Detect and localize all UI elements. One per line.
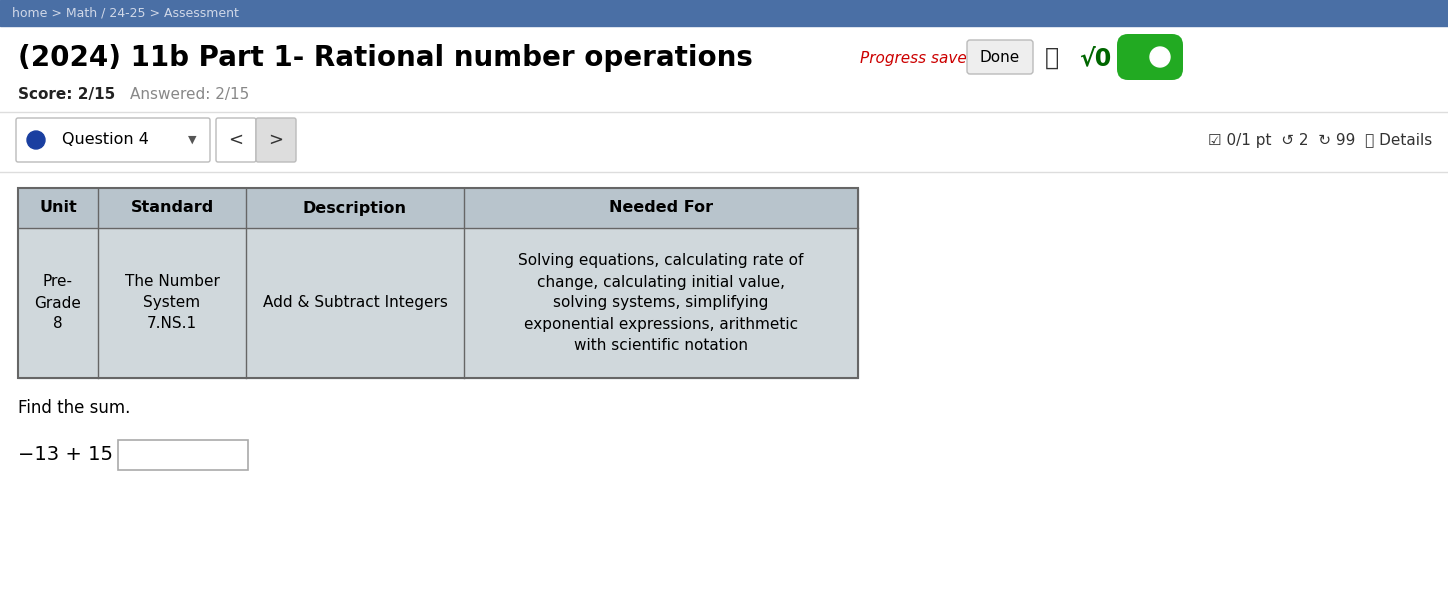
Text: √0: √0 bbox=[1079, 46, 1111, 70]
Text: Standard: Standard bbox=[130, 201, 214, 215]
Text: Score: 2/15: Score: 2/15 bbox=[17, 86, 116, 102]
Circle shape bbox=[1150, 47, 1170, 67]
Text: ☑ 0/1 pt  ↺ 2  ↻ 99  ⓘ Details: ☑ 0/1 pt ↺ 2 ↻ 99 ⓘ Details bbox=[1208, 133, 1432, 148]
Text: Needed For: Needed For bbox=[610, 201, 712, 215]
Text: ⎙: ⎙ bbox=[1045, 46, 1058, 70]
Circle shape bbox=[28, 131, 45, 149]
Bar bbox=[17, 188, 859, 228]
Text: The Number
System
7.NS.1: The Number System 7.NS.1 bbox=[125, 274, 220, 331]
Text: Progress saved: Progress saved bbox=[860, 50, 976, 66]
Bar bbox=[0, 0, 1448, 26]
Bar bbox=[17, 188, 859, 378]
Text: Solving equations, calculating rate of
change, calculating initial value,
solvin: Solving equations, calculating rate of c… bbox=[518, 254, 804, 353]
Text: Find the sum.: Find the sum. bbox=[17, 399, 130, 417]
FancyBboxPatch shape bbox=[967, 40, 1032, 74]
FancyBboxPatch shape bbox=[1116, 34, 1183, 80]
FancyBboxPatch shape bbox=[16, 118, 210, 162]
Text: (2024) 11b Part 1- Rational number operations: (2024) 11b Part 1- Rational number opera… bbox=[17, 44, 753, 72]
Bar bbox=[117, 440, 248, 470]
Text: Done: Done bbox=[980, 49, 1021, 64]
Text: Answered: 2/15: Answered: 2/15 bbox=[130, 86, 249, 102]
Text: <: < bbox=[229, 131, 243, 149]
Text: home > Math / 24-25 > Assessment: home > Math / 24-25 > Assessment bbox=[12, 7, 239, 19]
FancyBboxPatch shape bbox=[256, 118, 295, 162]
Text: Add & Subtract Integers: Add & Subtract Integers bbox=[262, 295, 447, 311]
Text: Question 4: Question 4 bbox=[62, 133, 149, 148]
Text: Pre-
Grade
8: Pre- Grade 8 bbox=[35, 274, 81, 331]
Text: Unit: Unit bbox=[39, 201, 77, 215]
Text: Description: Description bbox=[303, 201, 407, 215]
Text: −13 + 15 =: −13 + 15 = bbox=[17, 446, 136, 465]
FancyBboxPatch shape bbox=[216, 118, 256, 162]
Text: ▼: ▼ bbox=[188, 135, 197, 145]
Text: >: > bbox=[268, 131, 284, 149]
Bar bbox=[17, 228, 859, 378]
